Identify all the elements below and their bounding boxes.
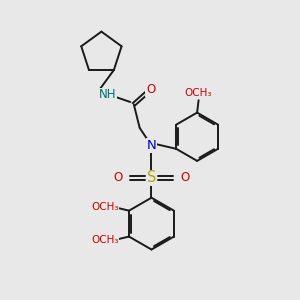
Text: OCH₃: OCH₃ xyxy=(185,88,212,98)
Text: N: N xyxy=(147,139,156,152)
Text: S: S xyxy=(147,170,156,185)
Text: O: O xyxy=(146,83,155,96)
Text: O: O xyxy=(180,172,189,184)
Text: NH: NH xyxy=(99,88,116,101)
Text: OCH₃: OCH₃ xyxy=(91,235,119,245)
Text: O: O xyxy=(114,172,123,184)
Text: OCH₃: OCH₃ xyxy=(91,202,119,212)
